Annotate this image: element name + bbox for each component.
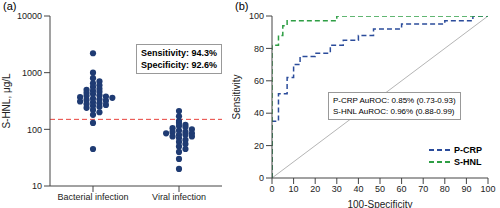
svg-text:50: 50	[375, 184, 385, 194]
svg-text:10: 10	[32, 181, 42, 191]
html-text:(a): (a)	[3, 0, 17, 12]
svg-text:Sensitivity: Sensitivity	[232, 74, 242, 119]
svg-text:Viral infection: Viral infection	[152, 192, 206, 202]
svg-text:0: 0	[259, 173, 264, 183]
svg-text:0: 0	[269, 184, 274, 194]
svg-text:Bacterial infection: Bacterial infection	[57, 192, 128, 202]
html-text:(b): (b)	[235, 0, 249, 12]
svg-text:20: 20	[310, 184, 320, 194]
svg-text:100-Specificity: 100-Specificity	[347, 199, 412, 208]
html-text:P-CRP: P-CRP	[454, 145, 482, 155]
svg-text:80: 80	[254, 44, 264, 54]
html-text:Specificity: 92.6%: Specificity: 92.6%	[141, 60, 217, 70]
svg-text:100: 100	[249, 11, 264, 21]
svg-text:90: 90	[461, 184, 471, 194]
svg-text:10000: 10000	[17, 11, 42, 21]
svg-text:S-HNL, μg/L: S-HNL, μg/L	[8, 73, 12, 129]
svg-text:20: 20	[254, 141, 264, 151]
svg-text:40: 40	[254, 108, 264, 118]
svg-text:60: 60	[254, 76, 264, 86]
svg-text:100: 100	[480, 184, 492, 194]
svg-text:30: 30	[332, 184, 342, 194]
html-text:S-HNL: S-HNL	[454, 157, 482, 167]
svg-text:80: 80	[440, 184, 450, 194]
svg-text:60: 60	[397, 184, 407, 194]
html-text:S-HNL AuROC: 0.96% (0.88-0.99): S-HNL AuROC: 0.96% (0.88-0.99)	[333, 107, 455, 116]
svg-text:10: 10	[289, 184, 299, 194]
html-text:Sensitivity: 94.3%: Sensitivity: 94.3%	[141, 48, 217, 58]
svg-text:70: 70	[418, 184, 428, 194]
html-text:P-CRP AuROC: 0.85% (0.73-0.93): P-CRP AuROC: 0.85% (0.73-0.93)	[333, 96, 456, 105]
svg-text:100: 100	[27, 125, 42, 135]
svg-text:40: 40	[353, 184, 363, 194]
svg-text:1000: 1000	[22, 68, 42, 78]
